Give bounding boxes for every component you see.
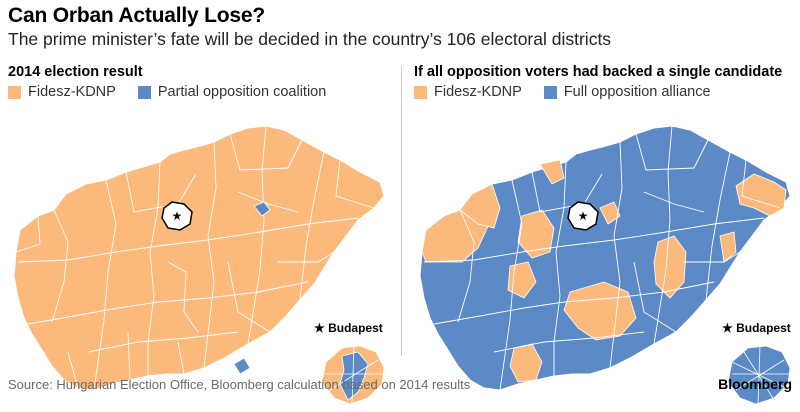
panel-title: If all opposition voters had backed a si… <box>414 64 783 80</box>
panel-2014-result: 2014 election result Fidesz-KDNP Partial… <box>8 64 393 405</box>
district-north <box>539 159 565 185</box>
panel-title: 2014 election result <box>8 64 143 80</box>
inset-label: ★ Budapest <box>722 321 791 335</box>
hungary-map-hypothetical: ★ ★ Budapest <box>419 125 791 405</box>
district-opposition-miskolc <box>253 201 271 217</box>
inset-borders <box>731 345 790 405</box>
legend-swatch-opposition <box>137 85 151 99</box>
fidesz-districts <box>421 159 787 383</box>
legend-label-fidesz: Fidesz-KDNP <box>28 84 116 100</box>
district-central-west <box>517 209 555 259</box>
legend-swatch-fidesz <box>414 85 427 99</box>
hungary-outline <box>13 125 385 391</box>
district-northwest <box>459 183 501 229</box>
district-opposition-szeged <box>233 357 251 375</box>
hungary-map-2014: ★ ★ Budapest <box>13 125 385 405</box>
legend-item-opposition: Full opposition alliance <box>543 84 711 100</box>
legend: Fidesz-KDNP Full opposition alliance <box>414 84 733 100</box>
district-lake <box>507 261 537 299</box>
inset-label: ★ Budapest <box>314 321 383 335</box>
legend-item-fidesz: Fidesz-KDNP <box>8 84 116 100</box>
legend-label-opposition: Full opposition alliance <box>563 84 711 100</box>
budapest-star-icon: ★ <box>172 209 183 223</box>
brand-logo: Bloomberg <box>718 376 792 392</box>
legend-label-opposition: Partial opposition coalition <box>157 84 327 100</box>
inset-opposition <box>339 351 369 401</box>
budapest-outline <box>567 201 599 231</box>
budapest-inset: ★ Budapest <box>314 321 385 405</box>
district-borders <box>423 125 781 391</box>
legend-swatch-fidesz <box>8 85 21 99</box>
district-east-central <box>653 235 687 299</box>
district-budapest-east <box>599 201 621 225</box>
hungary-outline <box>419 125 791 391</box>
legend-swatch-opposition <box>543 85 557 99</box>
legend: Fidesz-KDNP Partial opposition coalition <box>8 84 348 100</box>
district-east <box>719 231 737 263</box>
inset-borders <box>326 345 384 405</box>
legend-item-fidesz: Fidesz-KDNP <box>414 84 522 100</box>
legend-label-fidesz: Fidesz-KDNP <box>434 84 522 100</box>
district-borders <box>15 125 375 391</box>
legend-item-opposition: Partial opposition coalition <box>137 84 327 100</box>
budapest-outline <box>161 201 193 231</box>
chart-subtitle: The prime minister’s fate will be decide… <box>8 29 612 49</box>
source-note: Source: Hungarian Election Office, Bloom… <box>8 377 471 392</box>
budapest-star-icon: ★ <box>578 209 589 223</box>
panel-single-candidate: If all opposition voters had backed a si… <box>414 64 800 405</box>
budapest-inset: ★ Budapest <box>722 321 791 405</box>
panel-divider <box>401 66 402 356</box>
chart-title: Can Orban Actually Lose? <box>8 4 265 27</box>
